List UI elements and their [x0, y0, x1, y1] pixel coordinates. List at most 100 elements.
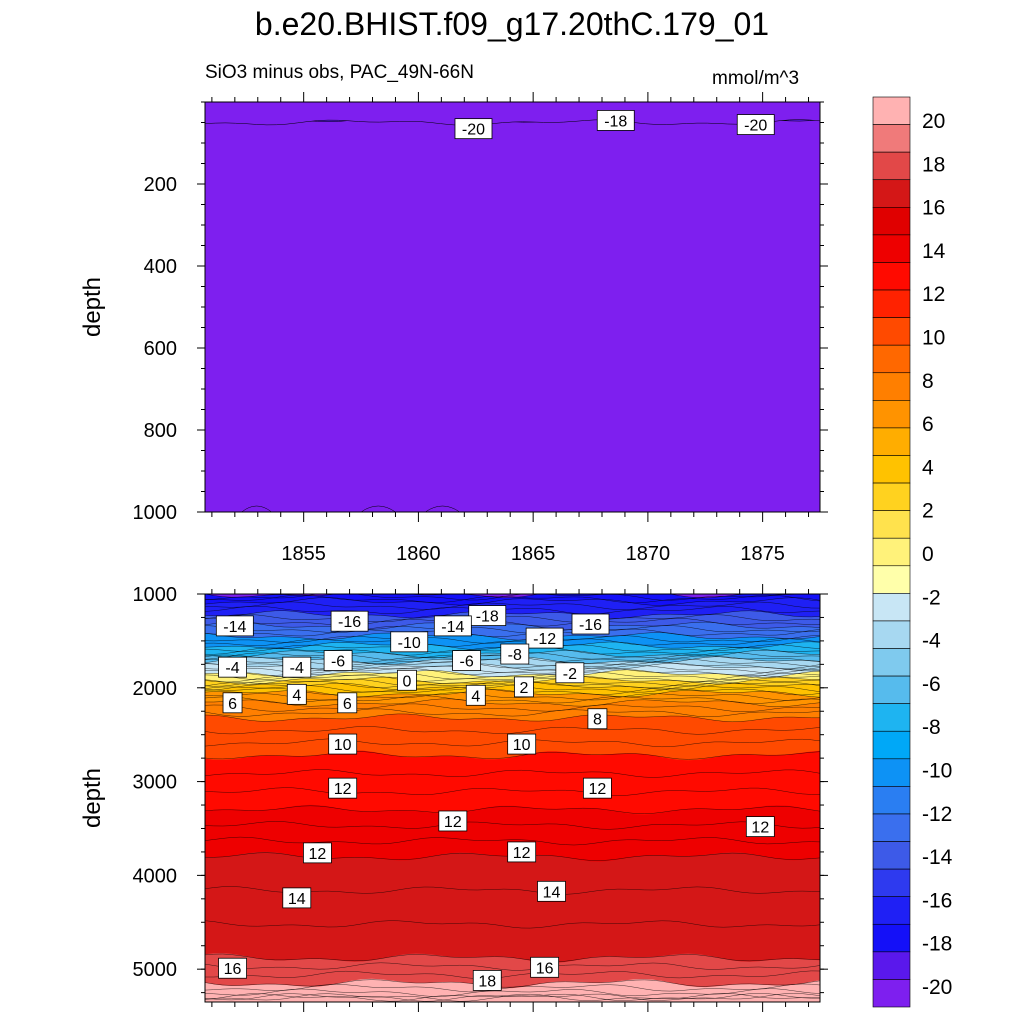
bottom-contour-label-box [328, 733, 358, 755]
bottom-contour-line [205, 993, 820, 1002]
bottom-contour-label: 12 [751, 820, 769, 837]
bottom-ytick-label: 3000 [133, 772, 178, 794]
top-ytick-label: 800 [144, 420, 177, 442]
colorbar-swatch [872, 317, 911, 346]
bottom-ytick-label: 5000 [133, 959, 178, 981]
bottom-contour-label: 12 [334, 781, 352, 798]
bottom-contour-label-box [303, 842, 332, 864]
bottom-band--20 [205, 594, 820, 598]
bottom-contour-label: -2 [563, 666, 577, 683]
top-contour-label-box [736, 114, 775, 135]
colorbar-label: 2 [922, 500, 934, 523]
colorbar-label: 0 [922, 543, 934, 566]
colorbar-swatch [872, 648, 911, 677]
bottom-contour-line [205, 686, 820, 696]
bottom-contour-line [205, 628, 820, 637]
top-surface-band [204, 101, 821, 126]
bottom-contour-line [205, 983, 820, 993]
colorbar-swatch [872, 537, 911, 567]
bottom-contour-line [205, 698, 820, 707]
bottom-contour-label: -8 [508, 647, 522, 664]
bottom-contour-line [205, 606, 820, 615]
colorbar-label: 10 [922, 327, 945, 350]
bottom-contour-label: 6 [228, 696, 237, 713]
colorbar-swatch [872, 510, 911, 539]
bottom-contour-line [205, 676, 820, 685]
bottom-contour-line [205, 970, 820, 979]
bottom-contour-line [205, 632, 820, 641]
colorbar-label: -12 [922, 803, 952, 826]
colorbar-label: -10 [922, 760, 952, 783]
top-xtick-label: 1860 [396, 543, 441, 565]
bottom-contour-label: -12 [533, 631, 556, 648]
colorbar-label: 20 [922, 110, 945, 133]
bottom-contour-label: 8 [593, 712, 602, 729]
bottom-contour-label: -4 [225, 660, 239, 677]
bottom-contour-label-box [282, 656, 312, 678]
top-contour-label: -20 [744, 118, 767, 135]
colorbar-swatch [872, 675, 911, 704]
units-label: mmol/m^3 [712, 68, 800, 89]
bottom-contour-label: -10 [398, 635, 421, 652]
bottom-contour-label: -6 [459, 654, 473, 671]
colorbar-swatch [872, 124, 911, 153]
top-contour-label: -20 [462, 122, 485, 139]
colorbar-label: -18 [922, 933, 952, 956]
bottom-contour-line [205, 713, 820, 723]
bottom-contour-label-box [337, 692, 358, 714]
bottom-panel: 1000 2000 3000 4000 5000 depth -14 -16 -18 -14 -16… [79, 584, 828, 1012]
bottom-contour-label-box [587, 708, 608, 730]
colorbar-swatch [872, 951, 911, 980]
colorbar-swatch [872, 758, 911, 787]
colorbar-swatch [872, 786, 911, 815]
bottom-contour-line [205, 988, 820, 997]
bottom-contour-line [205, 751, 820, 760]
bottom-contour-line [205, 962, 820, 971]
bottom-band--18 [205, 594, 820, 606]
bottom-contour-line [205, 692, 820, 701]
top-xtick-label: 1865 [511, 543, 556, 565]
colorbar-swatch [872, 730, 911, 760]
colorbar-label: -6 [922, 673, 941, 696]
bottom-contour-label-box [323, 650, 353, 671]
bottom-contour-label: -6 [331, 654, 345, 671]
bottom-contour-label-box [438, 810, 468, 832]
bottom-contour-label-box [500, 643, 530, 665]
bottom-contour-label: 16 [224, 961, 242, 978]
colorbar-swatch [872, 703, 911, 732]
colorbar-label: -14 [922, 846, 953, 869]
bottom-contour-label: 18 [478, 973, 496, 990]
bottom-contour-label: 4 [292, 687, 301, 704]
colorbar-label: 12 [922, 283, 945, 306]
colorbar-label: 18 [922, 153, 945, 176]
colorbar-label: 14 [922, 240, 946, 263]
colorbar-swatch [872, 565, 911, 594]
bottom-contour-line [205, 726, 820, 735]
colorbar-label: 4 [922, 456, 934, 479]
colorbar-swatch [872, 593, 911, 622]
bottom-contour-label-box [218, 656, 247, 678]
bottom-contour-line [205, 689, 820, 698]
bottom-contour-line [205, 638, 820, 647]
colorbar-swatch [872, 482, 911, 511]
bottom-ytick-label: 1000 [133, 584, 178, 606]
bottom-contour-line [205, 805, 820, 814]
bottom-contour-line [205, 680, 820, 689]
colorbar-swatch [872, 179, 911, 208]
bottom-contour-line [205, 597, 820, 606]
bottom-contour-label-box [530, 956, 560, 978]
top-contour-label-box [454, 118, 493, 140]
bottom-contour-label: 12 [589, 781, 607, 798]
bottom-contour-label: 10 [513, 737, 531, 754]
bottom-contour-label-box [222, 692, 243, 714]
bottom-contour-line [205, 635, 820, 644]
bottom-contour-label-box [537, 880, 566, 902]
bottom-contour-label-box [465, 684, 486, 706]
bottom-contour-label: 14 [288, 891, 306, 908]
colorbar-swatch [872, 896, 911, 925]
bottom-contour-label-box [282, 887, 312, 909]
bottom-ytick-label: 2000 [133, 678, 178, 700]
bottom-contour-line [205, 953, 820, 963]
bottom-contour-label-box [507, 733, 537, 755]
